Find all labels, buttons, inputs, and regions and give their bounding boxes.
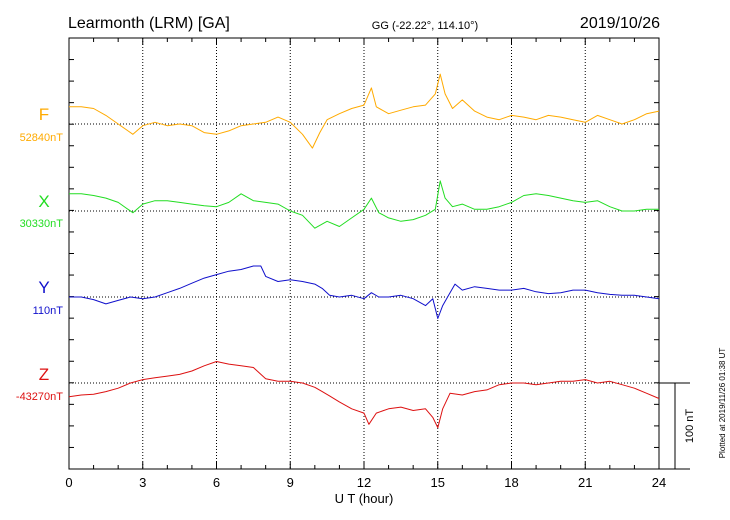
x-tick-label-6: 6 <box>213 475 220 490</box>
x-tick-labels: 0 3 6 9 12 15 18 21 24 <box>65 475 666 490</box>
series-labels: F 52840nT X 30330nT Y 110nT Z -43270nT <box>16 105 63 403</box>
x-tick-label-0: 0 <box>65 475 72 490</box>
x-tick-label-24: 24 <box>652 475 666 490</box>
scale-bar: 100 nT <box>659 382 696 470</box>
series-name-F: F <box>39 105 49 124</box>
series-baseline-Z: -43270nT <box>16 391 63 403</box>
series-baseline-F: 52840nT <box>20 132 64 144</box>
axis-ticks <box>68 37 660 469</box>
series-name-Z: Z <box>39 365 49 384</box>
station-title: Learmonth (LRM) [GA] <box>68 15 230 32</box>
plotted-at-label: Plotted at 2019/11/26 01:38 UT <box>718 348 727 459</box>
x-tick-label-21: 21 <box>578 475 592 490</box>
scale-bar-label: 100 nT <box>684 409 696 444</box>
x-tick-label-15: 15 <box>431 475 445 490</box>
x-tick-label-12: 12 <box>357 475 371 490</box>
grid <box>69 38 659 469</box>
series-baseline-Y: 110nT <box>33 305 64 317</box>
x-tick-label-18: 18 <box>504 475 518 490</box>
series-line-X <box>69 180 659 229</box>
series-line-F <box>69 73 660 149</box>
series-baseline-X: 30330nT <box>20 218 64 230</box>
series-line-Z <box>68 361 660 429</box>
x-axis-label: U T (hour) <box>335 491 394 506</box>
series-name-Y: Y <box>38 278 49 297</box>
series-name-X: X <box>38 192 49 211</box>
date-label: 2019/10/26 <box>580 15 660 32</box>
x-tick-label-9: 9 <box>287 475 294 490</box>
coordinates-label: GG (-22.22°, 114.10°) <box>372 20 478 32</box>
x-tick-label-3: 3 <box>139 475 146 490</box>
series-line-Y <box>69 265 660 319</box>
series-lines <box>68 73 660 429</box>
